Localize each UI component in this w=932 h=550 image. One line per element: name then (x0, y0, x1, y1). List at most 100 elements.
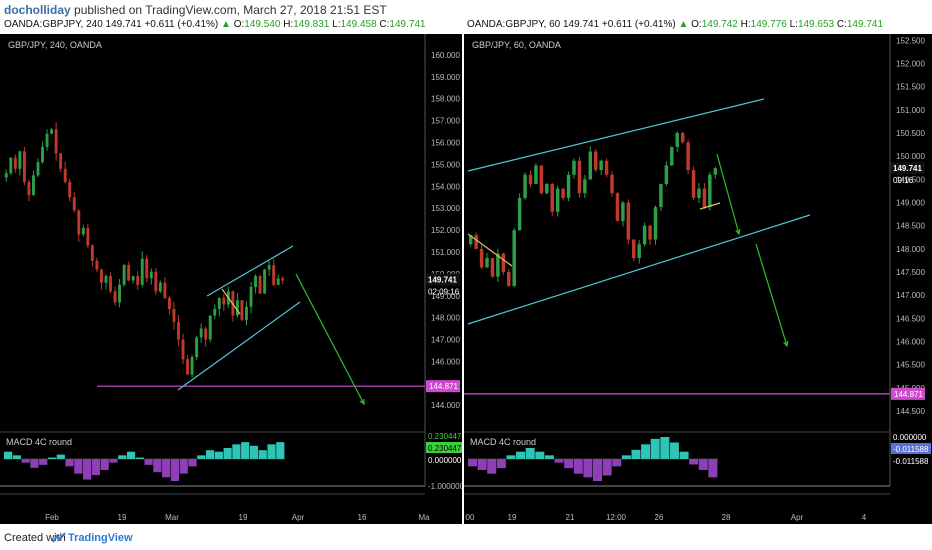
price-tick-label: 151.500 (896, 83, 925, 92)
price-tick-label: 155.000 (431, 160, 460, 169)
candle-body (81, 227, 85, 235)
candle-body (41, 146, 44, 163)
candle-body (276, 278, 280, 285)
candle-body (181, 339, 185, 360)
candle-body (659, 183, 663, 208)
time-tick-label: 21 (566, 513, 575, 522)
candle-body (675, 133, 679, 147)
candle-body (583, 179, 587, 194)
chart-panel-240[interactable]: GBP/JPY, 240, OANDA 144.000145.000146.00… (0, 34, 466, 524)
price-tick-label: 147.500 (896, 268, 925, 277)
macd-bar (153, 459, 162, 473)
candle-body (13, 157, 17, 169)
time-tick-label: 19 (239, 513, 248, 522)
candle-body (86, 227, 90, 246)
macd-bar (602, 459, 612, 476)
candle-body (686, 142, 690, 171)
candle-body (599, 160, 603, 171)
projection-arrow (295, 273, 365, 405)
flag-line (699, 202, 721, 210)
time-tick-label: Ma (418, 513, 430, 522)
author-name[interactable]: docholliday (4, 3, 71, 17)
candle-body (664, 165, 669, 184)
candle-body (702, 188, 707, 208)
low-label: L: (789, 19, 798, 30)
macd-bar (12, 455, 21, 459)
candle-body (648, 225, 652, 240)
macd-value-tag (891, 431, 931, 442)
candle-body (534, 165, 538, 184)
open-value: 149.742 (701, 19, 738, 30)
close-value: 149.741 (389, 19, 426, 30)
open-value: 149.540 (244, 19, 281, 30)
low-value: 149.653 (797, 19, 835, 30)
chart-panel-60[interactable]: GBP/JPY, 60, OANDA 144.500145.000145.500… (464, 34, 932, 524)
macd-bar (197, 455, 206, 459)
publish-header: docholliday published on TradingView.com… (0, 0, 932, 34)
candle-body (63, 168, 67, 182)
time-tick-label: 00 (466, 513, 475, 522)
price-tick-label: 144.000 (431, 401, 460, 410)
candle-body (122, 265, 126, 285)
candle-body (213, 308, 217, 316)
candle-body (254, 276, 257, 288)
macd-bar (468, 459, 478, 467)
last-price-label: 149.741 (428, 276, 457, 285)
candle-body (507, 272, 511, 286)
quote-bar-left: OANDA:GBPJPY, 240 149.741 +0.611 (+0.41%… (4, 19, 426, 30)
candle-body (9, 157, 13, 174)
macd-bar (641, 444, 651, 459)
tradingview-logo-icon (52, 532, 66, 543)
chart-240-svg[interactable]: GBP/JPY, 240, OANDA 144.000145.000146.00… (0, 34, 466, 524)
support-price-tag (426, 380, 460, 393)
candles-60 (468, 131, 718, 288)
candle-body (190, 357, 194, 375)
candle-body (217, 297, 221, 309)
macd-bar (267, 444, 276, 459)
time-tick-label: 19 (118, 513, 127, 522)
time-tick-label: 16 (358, 513, 367, 522)
candle-body (109, 276, 112, 292)
created-with-label: Created with (4, 532, 66, 544)
macd-value-label: 0.230447 (428, 444, 462, 453)
candle-body (113, 291, 117, 303)
candle-body (208, 315, 212, 340)
price-axis-60[interactable]: 144.500145.000145.500146.000146.500147.0… (889, 34, 925, 486)
up-triangle-icon: ▲ (221, 19, 231, 30)
macd-value-label: -1.000000 (428, 482, 462, 491)
macd-bar (205, 450, 215, 459)
support-price-label: 144.871 (429, 382, 458, 391)
chart-60-svg[interactable]: GBP/JPY, 60, OANDA 144.500145.000145.500… (464, 34, 932, 524)
price-tick-label: 147.000 (431, 336, 460, 345)
macd-bar (612, 459, 622, 467)
last-price: 149.741 (105, 19, 142, 30)
candle-body (588, 151, 593, 180)
macd-bar (188, 459, 197, 467)
candle-body (136, 276, 140, 285)
candle-body (577, 160, 582, 194)
macd-bar (30, 459, 39, 468)
macd-bar (631, 449, 641, 459)
time-axis-240[interactable]: Feb 19 Mar 19 Apr 16 Ma (0, 493, 430, 522)
macd-bar (39, 459, 48, 465)
pane-title: GBP/JPY, 240, OANDA (8, 40, 102, 50)
candle-body (127, 265, 131, 281)
candle-body (22, 151, 26, 182)
arrow-head (735, 228, 741, 236)
time-axis-60[interactable]: 00 19 21 12:00 26 28 Apr 4 (464, 493, 890, 522)
drawings-240 (97, 245, 425, 406)
tradingview-brand[interactable]: TradingView (68, 532, 133, 544)
candle-body (468, 234, 473, 245)
candle-body (691, 170, 696, 198)
footer: Created with TradingView (0, 526, 932, 550)
price-axis-240[interactable]: 144.000145.000146.000147.000148.000149.0… (424, 34, 460, 486)
candle-body (550, 183, 554, 212)
candle-body (281, 278, 285, 281)
candle-body (90, 245, 94, 261)
high-value: 149.776 (750, 19, 787, 30)
macd-value-label: 0.230447 (428, 432, 462, 441)
candle-body (545, 183, 549, 194)
candle-body (195, 337, 199, 358)
price-tick-label: 152.000 (431, 226, 460, 235)
candle-body (267, 265, 271, 270)
